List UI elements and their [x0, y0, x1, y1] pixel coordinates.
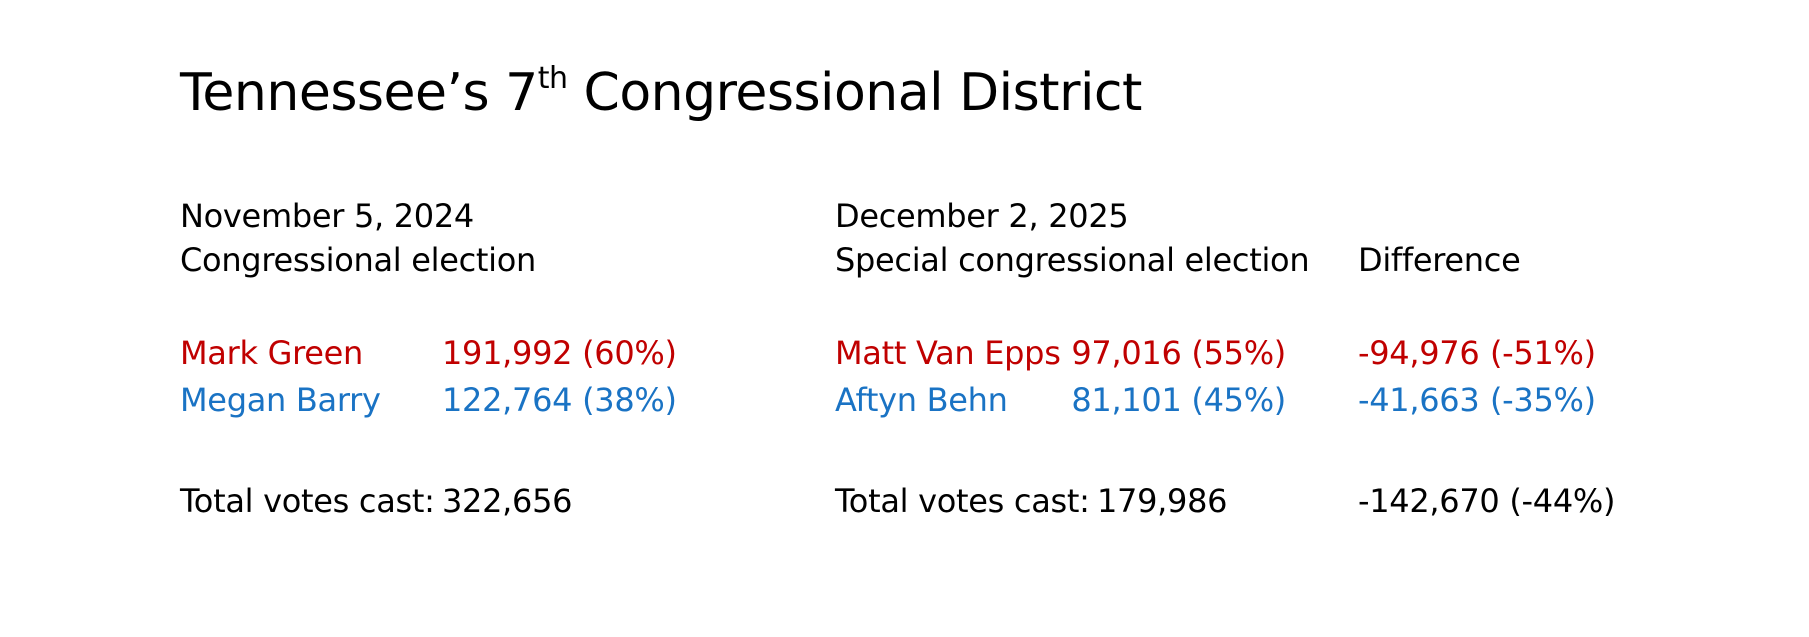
page-title: Tennessee’s 7th Congressional District [180, 61, 1143, 124]
total-2024-label: Total votes cast: [180, 482, 435, 520]
election-2024-name: Congressional election [180, 241, 536, 279]
title-superscript: th [537, 61, 568, 96]
difference-dem-value: -41,663 [1358, 381, 1480, 419]
title-suffix: Congressional District [567, 63, 1143, 123]
difference-total: -142,670 (-44%) [1358, 482, 1616, 520]
candidate-2025-rep-result: 97,016 (55%) [1071, 334, 1286, 372]
candidate-2024-rep-name: Mark Green [180, 334, 363, 372]
total-2025-label: Total votes cast: [835, 482, 1090, 520]
candidate-2025-dem-name: Aftyn Behn [835, 381, 1008, 419]
total-2024-value: 322,656 [442, 482, 573, 520]
candidate-2024-dem-result: 122,764 (38%) [442, 381, 677, 419]
difference-rep-percent: (-51%) [1490, 334, 1596, 372]
candidate-2025-rep-name: Matt Van Epps [835, 334, 1061, 372]
difference-header: Difference [1358, 241, 1521, 279]
total-2025-value: 179,986 [1097, 482, 1228, 520]
difference-rep-value: -94,976 [1358, 334, 1480, 372]
candidate-2024-rep-result: 191,992 (60%) [442, 334, 677, 372]
title-text: Tennessee’s 7 [180, 63, 538, 123]
candidate-2025-dem-result: 81,101 (45%) [1071, 381, 1286, 419]
difference-dem-percent: (-35%) [1490, 381, 1596, 419]
election-2025-name: Special congressional election [835, 241, 1310, 279]
election-2024-date: November 5, 2024 [180, 197, 474, 235]
candidate-2024-dem-name: Megan Barry [180, 381, 381, 419]
election-2025-date: December 2, 2025 [835, 197, 1129, 235]
